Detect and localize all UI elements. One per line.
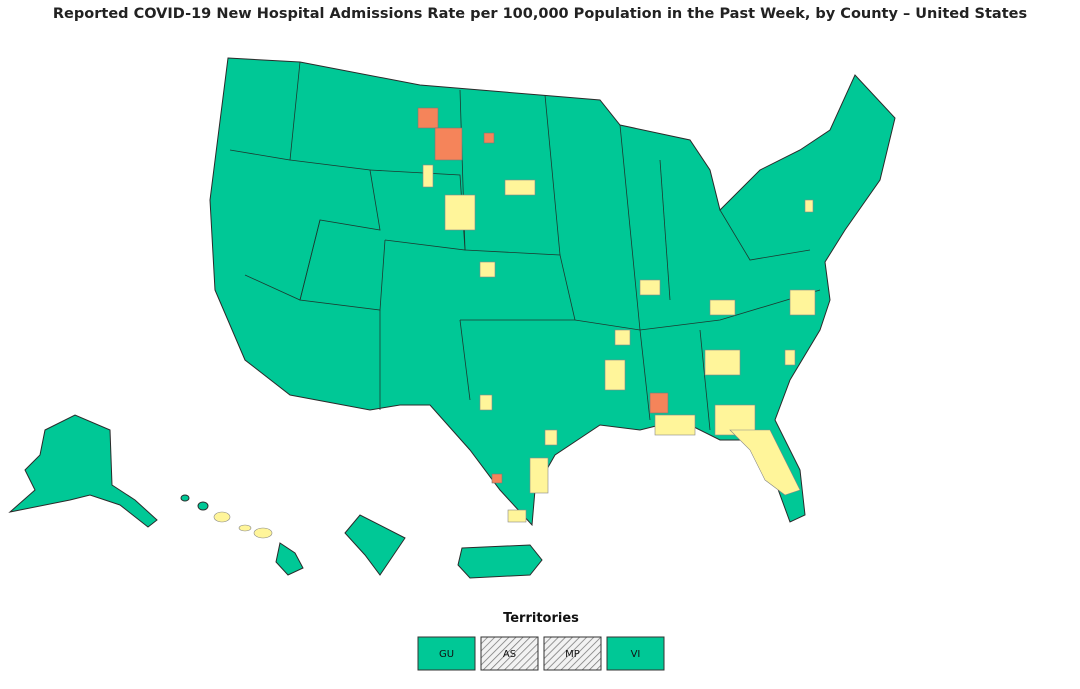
map-title: Reported COVID-19 New Hospital Admission… — [53, 6, 1027, 22]
territory-label: MP — [565, 649, 580, 660]
territory-box — [417, 636, 476, 671]
territory-legend: GU AS MP VI — [417, 636, 665, 671]
us-map — [8, 57, 896, 579]
territories-title: Territories — [503, 611, 579, 626]
territory-box — [606, 636, 665, 671]
medium-counties — [422, 164, 816, 523]
territory-island — [344, 514, 406, 576]
territory-box — [543, 636, 602, 671]
territory-label: AS — [503, 649, 516, 660]
territory-box — [480, 636, 539, 671]
alaska — [8, 414, 158, 528]
territory-label: VI — [631, 649, 641, 660]
puerto-rico — [457, 544, 543, 579]
hawaii — [180, 494, 304, 576]
high-counties — [417, 107, 669, 484]
territory-label: GU — [439, 649, 454, 660]
